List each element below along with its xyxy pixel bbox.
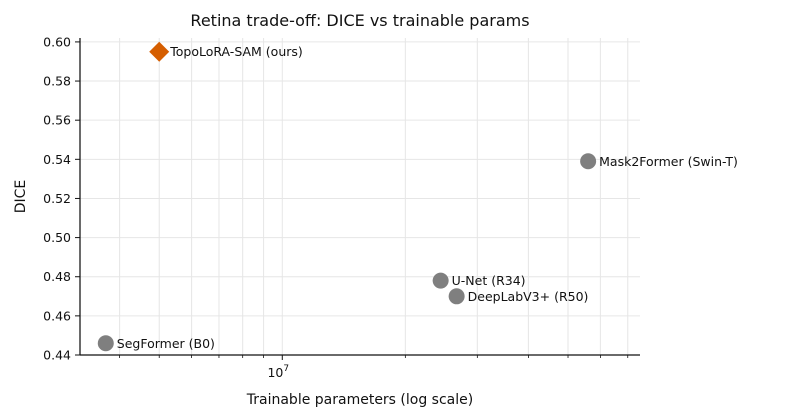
data-point-diamond	[149, 41, 170, 62]
data-point-label: TopoLoRA-SAM (ours)	[169, 44, 303, 59]
y-tick-label: 0.44	[43, 348, 71, 363]
data-point-label: DeepLabV3+ (R50)	[468, 289, 589, 304]
y-tick-label: 0.56	[43, 113, 71, 128]
y-tick-label: 0.50	[43, 230, 71, 245]
data-point-circle	[448, 288, 465, 305]
data-points: TopoLoRA-SAM (ours) Mask2Former (Swin-T) U…	[97, 41, 738, 352]
data-point-label: Mask2Former (Swin-T)	[599, 154, 738, 169]
data-point-circle	[432, 272, 449, 289]
axes	[79, 38, 640, 356]
x-tick-label-base: 10	[267, 365, 283, 380]
chart-title: Retina trade-off: DICE vs trainable para…	[190, 11, 529, 30]
data-point-label: SegFormer (B0)	[117, 336, 215, 351]
y-axis-label: DICE	[13, 180, 29, 214]
y-tick-label: 0.60	[43, 34, 71, 49]
y-tick-label: 0.54	[43, 152, 71, 167]
y-tick-label: 0.48	[43, 269, 71, 284]
grid	[80, 38, 640, 356]
y-tick-label: 0.46	[43, 308, 71, 323]
x-tick-label-exponent: 7	[283, 364, 289, 374]
x-axis-label: Trainable parameters (log scale)	[246, 392, 473, 408]
data-point-circle	[580, 153, 597, 170]
data-point-circle	[97, 335, 114, 352]
y-tick-label: 0.58	[43, 74, 71, 89]
x-tick-label: 107	[267, 364, 289, 380]
data-point-label: U-Net (R34)	[452, 273, 526, 288]
ticks: 0.44 0.46 0.48 0.50 0.52 0.54 0.56 0.58 0.60 107	[43, 34, 629, 380]
y-tick-label: 0.52	[43, 191, 71, 206]
